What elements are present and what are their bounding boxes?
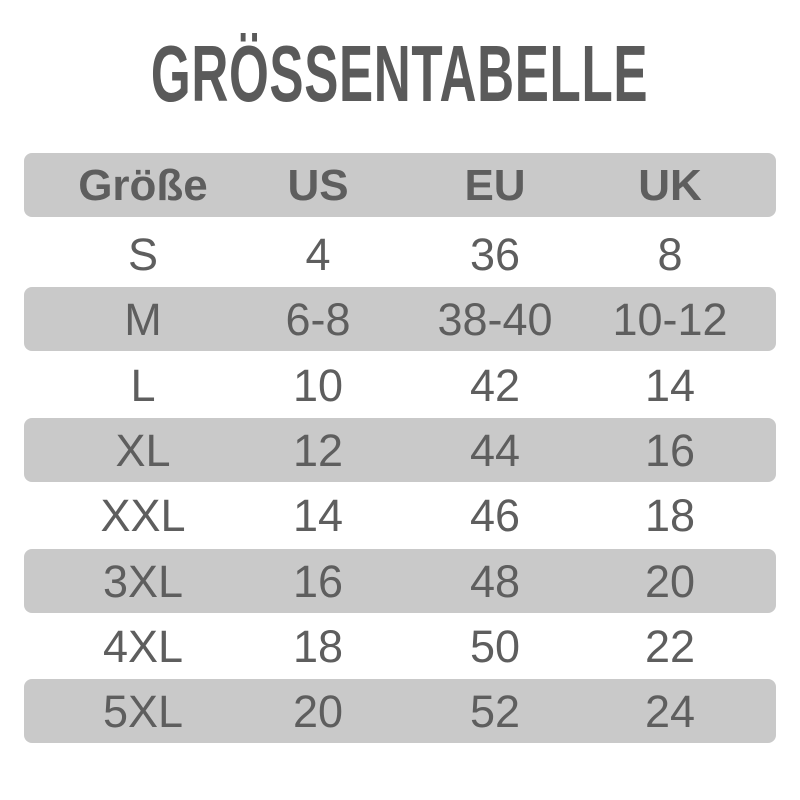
cell-us: 14 xyxy=(292,490,344,542)
header-us: US xyxy=(287,161,349,210)
cell-size: 4XL xyxy=(102,620,184,672)
header-uk: UK xyxy=(638,161,702,210)
table-row: XXL 14 46 18 xyxy=(24,483,776,547)
cell-uk: 22 xyxy=(644,620,696,672)
table-row: 4XL 18 50 22 xyxy=(24,614,776,678)
header-size: Größe xyxy=(78,161,208,210)
cell-eu: 42 xyxy=(469,359,521,411)
table-row: 3XL 16 48 20 xyxy=(24,548,776,613)
table-row: S 4 36 8 xyxy=(24,222,776,286)
cell-size: S xyxy=(127,229,158,280)
cell-us: 12 xyxy=(292,424,344,476)
cell-uk: 18 xyxy=(644,490,696,542)
cell-uk: 16 xyxy=(644,424,696,476)
cell-uk: 14 xyxy=(644,359,696,411)
cell-eu: 52 xyxy=(469,686,521,738)
table-row: 5XL 20 52 24 xyxy=(24,679,776,744)
cell-size: XXL xyxy=(100,490,186,542)
cell-size: M xyxy=(124,294,162,346)
table-row: M 6-8 38-40 10-12 xyxy=(24,287,776,352)
cell-size: XL xyxy=(115,424,171,476)
cell-uk: 20 xyxy=(644,555,696,607)
cell-us: 6-8 xyxy=(285,294,351,346)
title-text: GRÖSSENTABELLE xyxy=(151,29,649,118)
cell-size: L xyxy=(130,359,156,411)
header-eu: EU xyxy=(464,161,526,210)
cell-eu: 36 xyxy=(469,229,521,280)
cell-uk: 10-12 xyxy=(612,294,728,346)
cell-us: 16 xyxy=(292,555,344,607)
page-title: GRÖSSENTABELLE xyxy=(0,28,800,120)
cell-uk: 24 xyxy=(644,686,696,738)
cell-us: 20 xyxy=(292,686,344,738)
cell-eu: 50 xyxy=(469,620,521,672)
table-header-row: Größe US EU UK xyxy=(24,153,776,217)
cell-us: 18 xyxy=(292,620,344,672)
table-row: XL 12 44 16 xyxy=(24,417,776,482)
cell-uk: 8 xyxy=(657,229,683,280)
cell-eu: 48 xyxy=(469,555,521,607)
cell-size: 3XL xyxy=(102,555,184,607)
cell-us: 4 xyxy=(305,229,331,280)
cell-us: 10 xyxy=(292,359,344,411)
table-row: L 10 42 14 xyxy=(24,353,776,417)
cell-eu: 44 xyxy=(469,424,521,476)
cell-eu: 46 xyxy=(469,490,521,542)
cell-eu: 38-40 xyxy=(437,294,553,346)
cell-size: 5XL xyxy=(102,686,184,738)
